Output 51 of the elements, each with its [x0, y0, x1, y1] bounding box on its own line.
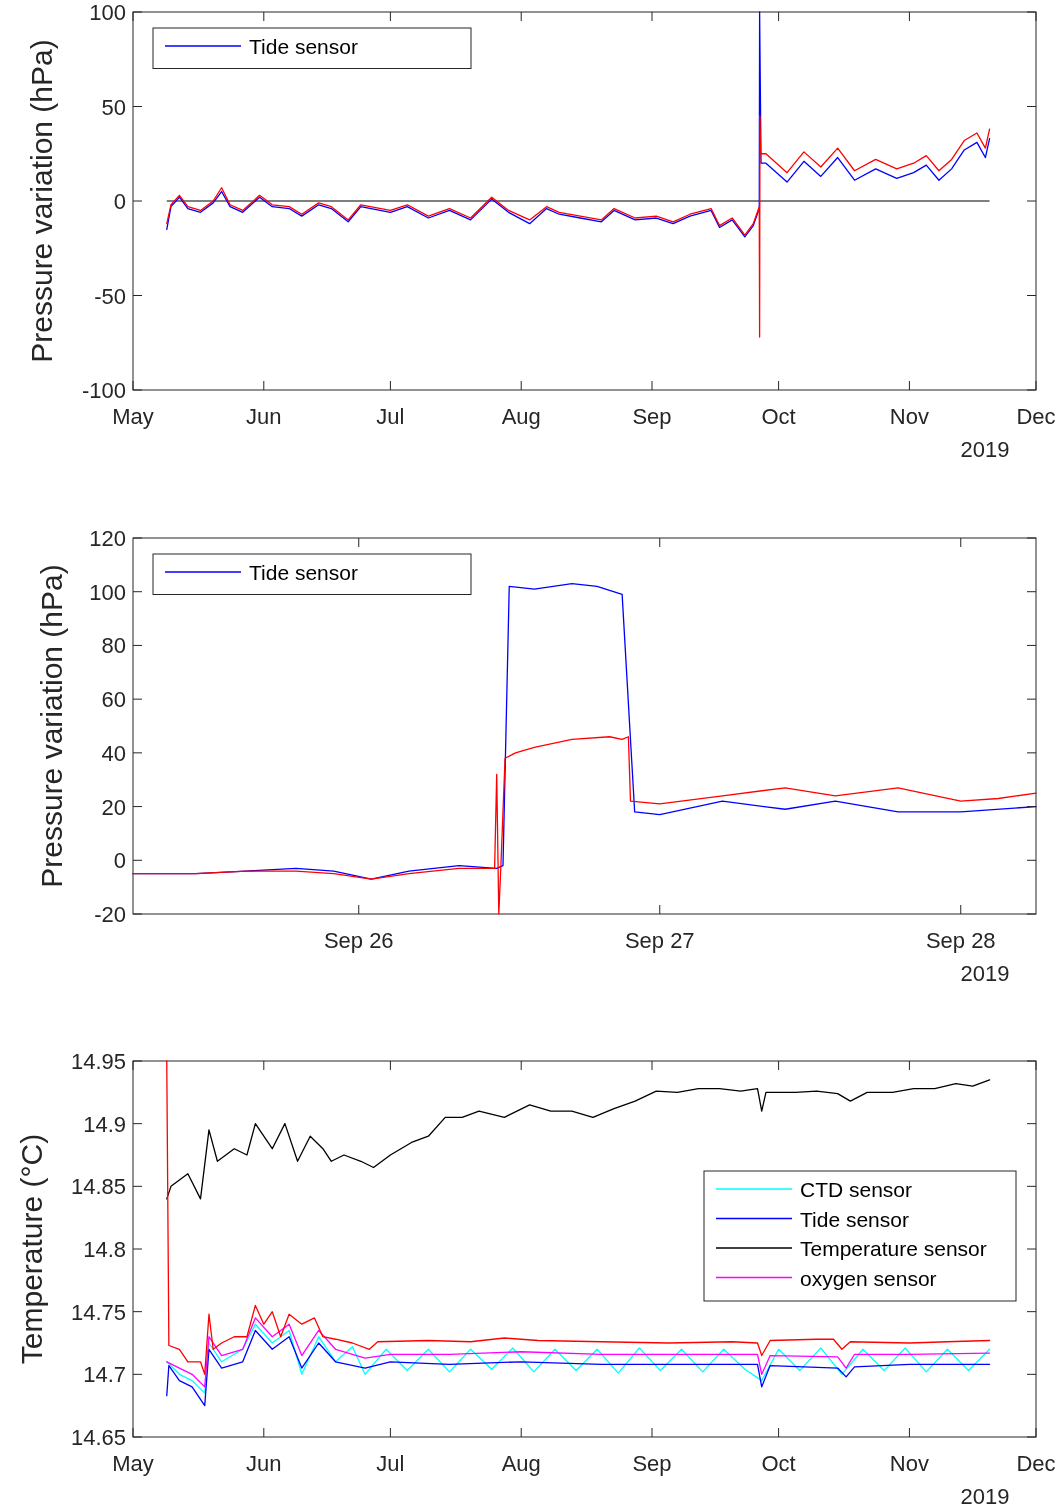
y-tick-label: 14.7 [83, 1362, 126, 1388]
x-tick-label: Sep [632, 1451, 672, 1476]
y-axis-title: Pressure variation (hPa) [25, 39, 58, 363]
y-tick-label: 80 [101, 633, 126, 659]
x-tick-label: Sep [632, 404, 672, 429]
x-tick-label: Jul [376, 1451, 405, 1476]
y-tick-label: 120 [89, 526, 126, 551]
x-tick-label: Sep 28 [925, 928, 996, 953]
y-tick-label: 100 [89, 579, 126, 605]
y-tick-label: 14.8 [83, 1237, 126, 1262]
x-tick-label: May [112, 1451, 154, 1476]
y-tick-label: 60 [101, 687, 126, 713]
x-tick-label: Jun [246, 1451, 282, 1476]
y-tick-label: 14.9 [83, 1111, 126, 1137]
y-tick-label: -100 [81, 378, 126, 403]
x-tick-label: May [112, 404, 154, 429]
y-tick-label: 14.65 [70, 1425, 126, 1450]
x-axis-title: 2019 [960, 1484, 1010, 1508]
legend-label: Tide sensor [249, 35, 358, 58]
y-tick-label: 0 [113, 848, 126, 874]
x-tick-label: Jul [376, 404, 405, 429]
x-tick-label: Oct [761, 1451, 796, 1476]
y-tick-label: 0 [113, 189, 126, 214]
y-tick-label: -20 [94, 902, 126, 927]
y-tick-label: 20 [101, 794, 126, 820]
y-tick-label: 14.95 [70, 1049, 126, 1074]
legend-label: CTD sensor [800, 1178, 913, 1201]
y-axis-title: Temperature (°C) [15, 1133, 48, 1365]
x-axis-title: 2019 [960, 437, 1010, 462]
legend-label: oxygen sensor [800, 1266, 937, 1290]
x-tick-label: Nov [889, 404, 929, 429]
y-tick-label: -50 [94, 283, 126, 309]
x-tick-label: Aug [501, 404, 541, 429]
y-tick-label: 100 [89, 0, 126, 25]
x-tick-label: Sep 26 [323, 928, 394, 953]
x-tick-label: Aug [501, 1451, 541, 1476]
y-tick-label: 14.75 [70, 1299, 126, 1325]
legend-label: Tide sensor [249, 561, 358, 584]
x-tick-label: Oct [761, 404, 796, 429]
y-axis-title: Pressure variation (hPa) [35, 564, 68, 888]
x-tick-label: Dec [1016, 404, 1056, 429]
y-tick-label: 14.85 [70, 1174, 126, 1200]
legend-label: Temperature sensor [800, 1237, 987, 1260]
x-tick-label: Dec [1016, 1451, 1056, 1476]
x-axis-title: 2019 [960, 961, 1010, 986]
x-tick-label: Jun [246, 404, 282, 429]
x-tick-label: Nov [889, 1451, 929, 1476]
y-tick-label: 50 [101, 94, 126, 120]
legend-label: Tide sensor [800, 1207, 909, 1231]
x-tick-label: Sep 27 [624, 928, 695, 953]
y-tick-label: 40 [101, 740, 126, 766]
